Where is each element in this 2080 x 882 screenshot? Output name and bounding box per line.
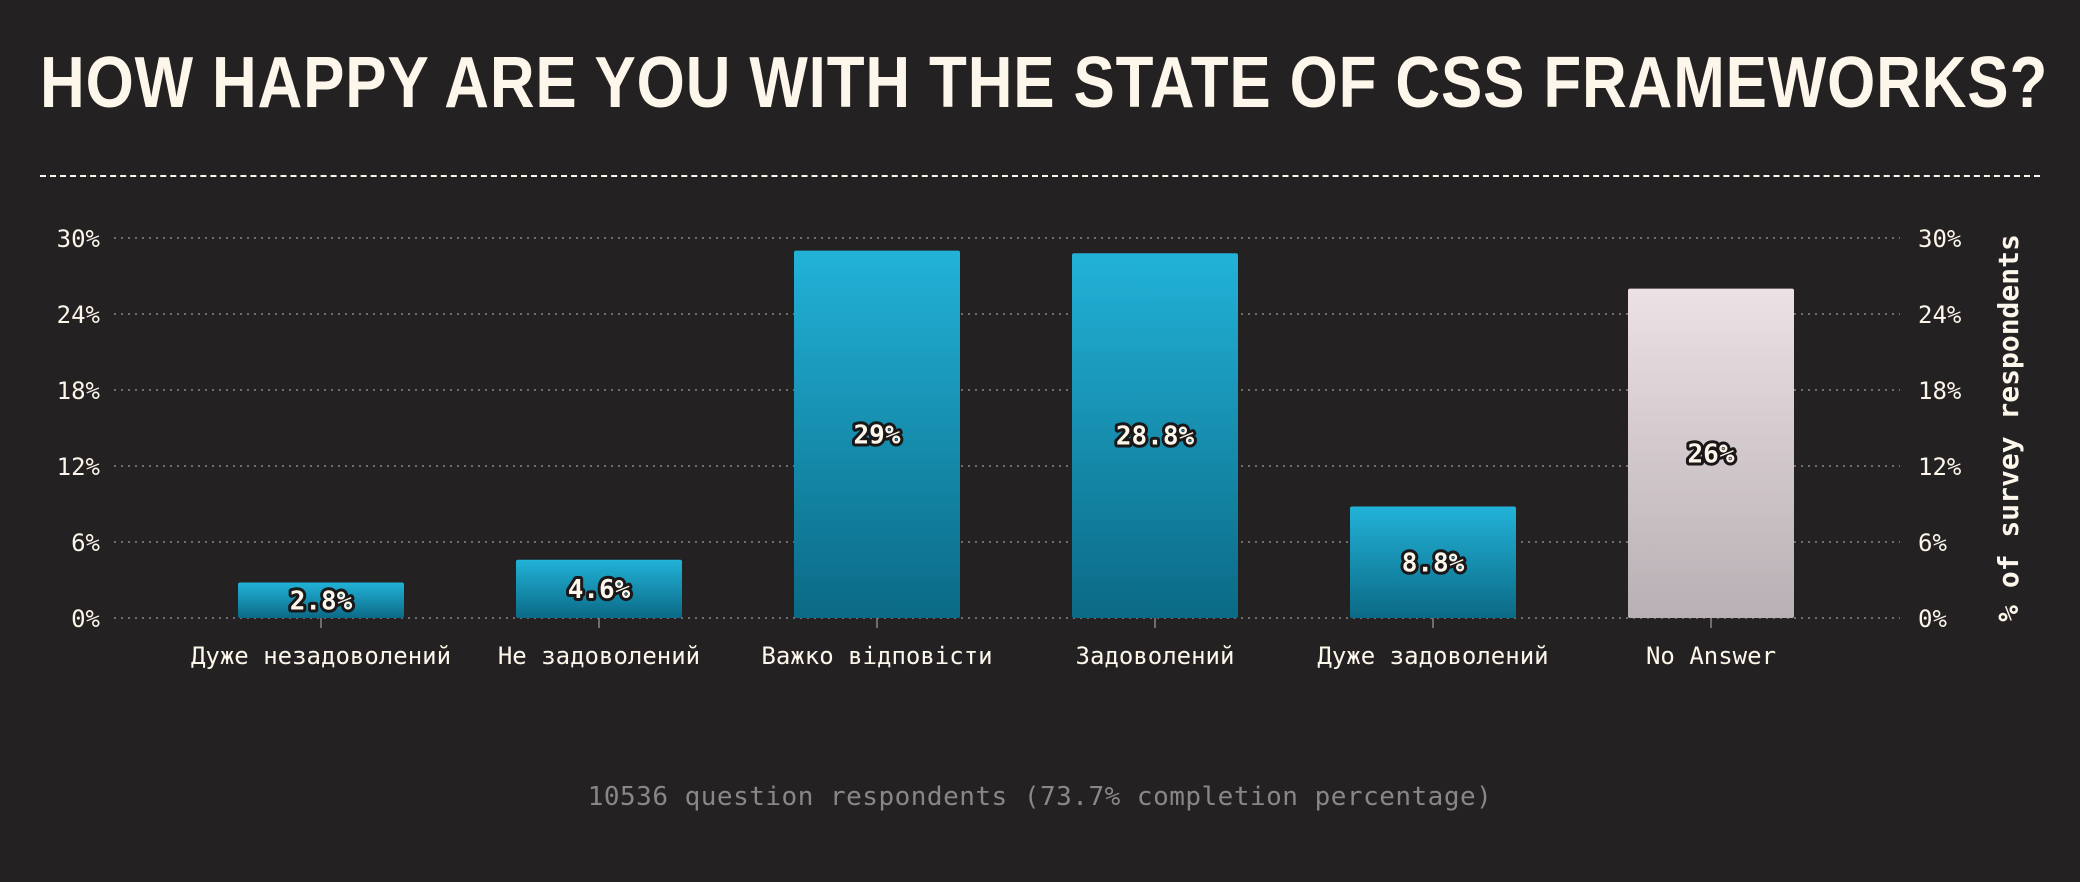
bars bbox=[238, 250, 1794, 618]
bar bbox=[794, 250, 960, 618]
data-labels: 2.8% 4.6% 29% 28.8% 8.8% 26% bbox=[287, 417, 1738, 619]
bar-value-label: 28.8% bbox=[1116, 422, 1195, 452]
bar-value-label: 29% bbox=[854, 420, 901, 450]
x-tick-label: No Answer bbox=[1646, 642, 1776, 670]
axis-ticks: 0% 0% 6% 6% 12% 12% 18% 18% 24% 24% 30% 30% Дуже нез… bbox=[57, 225, 1962, 670]
x-tick-label: Важко відповісти bbox=[761, 642, 992, 670]
y-axis-title: % of survey respondents bbox=[1992, 234, 2025, 622]
respondents-footer: 10536 question respondents (73.7% comple… bbox=[587, 782, 1493, 812]
bar bbox=[516, 559, 682, 618]
chart-title: HOW HAPPY ARE YOU WITH THE STATE OF CSS … bbox=[40, 43, 2049, 123]
x-tick-label: Задоволений bbox=[1076, 642, 1235, 670]
bar bbox=[1072, 253, 1238, 618]
y-tick-label-right: 30% bbox=[1918, 225, 1962, 253]
x-tick-label: Дуже задоволений bbox=[1317, 642, 1548, 670]
y-tick-label-right: 12% bbox=[1918, 453, 1962, 481]
x-tick-label: Дуже незадоволений bbox=[191, 642, 451, 670]
bar-value-label: 4.6% bbox=[568, 575, 631, 605]
y-tick-label-left: 24% bbox=[57, 301, 101, 329]
y-tick-label-left: 18% bbox=[57, 377, 101, 405]
bar bbox=[238, 582, 404, 618]
y-tick-label-right: 0% bbox=[1918, 605, 1947, 633]
y-tick-label-right: 24% bbox=[1918, 301, 1962, 329]
y-tick-label-right: 6% bbox=[1918, 529, 1947, 557]
y-tick-label-right: 18% bbox=[1918, 377, 1962, 405]
y-tick-label-left: 0% bbox=[71, 605, 100, 633]
y-tick-label-left: 30% bbox=[57, 225, 101, 253]
y-tick-label-left: 12% bbox=[57, 453, 101, 481]
title-divider bbox=[40, 175, 2040, 177]
bar-value-label: 8.8% bbox=[1402, 548, 1465, 578]
y-tick-label-left: 6% bbox=[71, 529, 100, 557]
bar-value-label: 2.8% bbox=[290, 586, 353, 616]
x-tick-label: Не задоволений bbox=[498, 642, 700, 670]
bar bbox=[1350, 506, 1516, 618]
bar bbox=[1628, 288, 1794, 618]
bar-value-label: 26% bbox=[1688, 439, 1735, 469]
